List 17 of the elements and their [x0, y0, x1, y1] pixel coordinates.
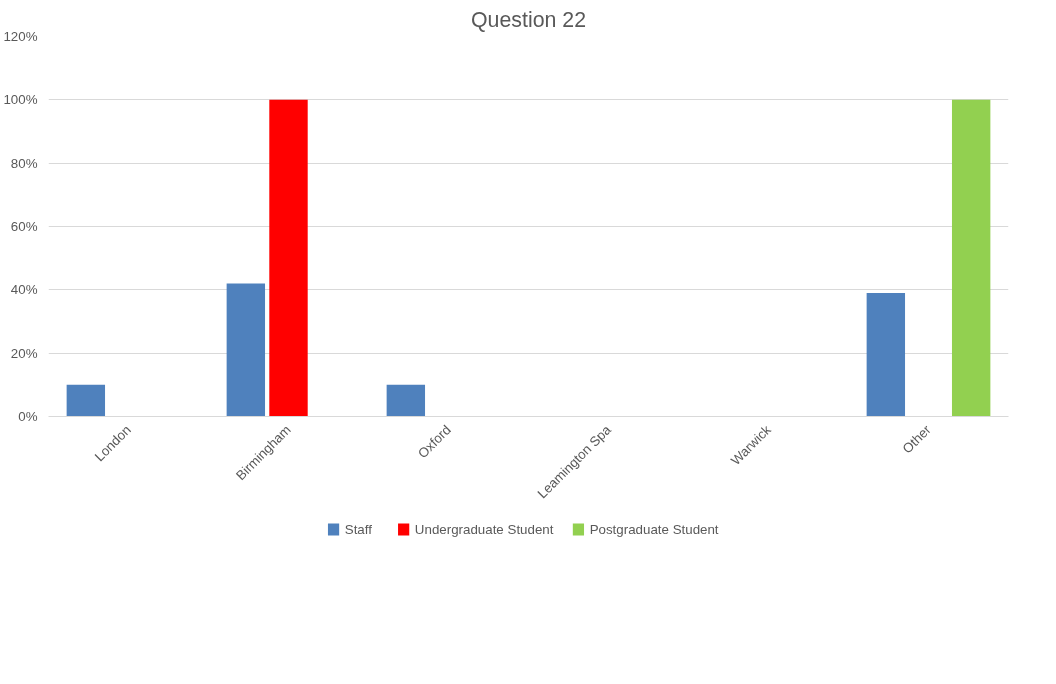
legend-label: Postgraduate Student — [589, 522, 719, 537]
y-tick-label: 60% — [10, 219, 38, 234]
bar — [269, 99, 308, 417]
bar — [226, 283, 266, 417]
y-tick-label: 120% — [3, 29, 38, 44]
y-tick-label: 100% — [3, 92, 38, 108]
chart-title: Question 22 — [470, 7, 587, 32]
legend-label: Undergraduate Student — [414, 522, 554, 537]
bar — [951, 99, 991, 417]
bar — [386, 384, 426, 417]
y-tick-label: 40% — [10, 282, 38, 298]
y-tick-label: 20% — [10, 345, 38, 361]
bar — [866, 293, 906, 417]
y-tick-label: 80% — [10, 155, 38, 171]
y-tick-label: 0% — [18, 409, 38, 424]
bar — [66, 384, 106, 417]
legend-label: Staff — [344, 522, 373, 537]
